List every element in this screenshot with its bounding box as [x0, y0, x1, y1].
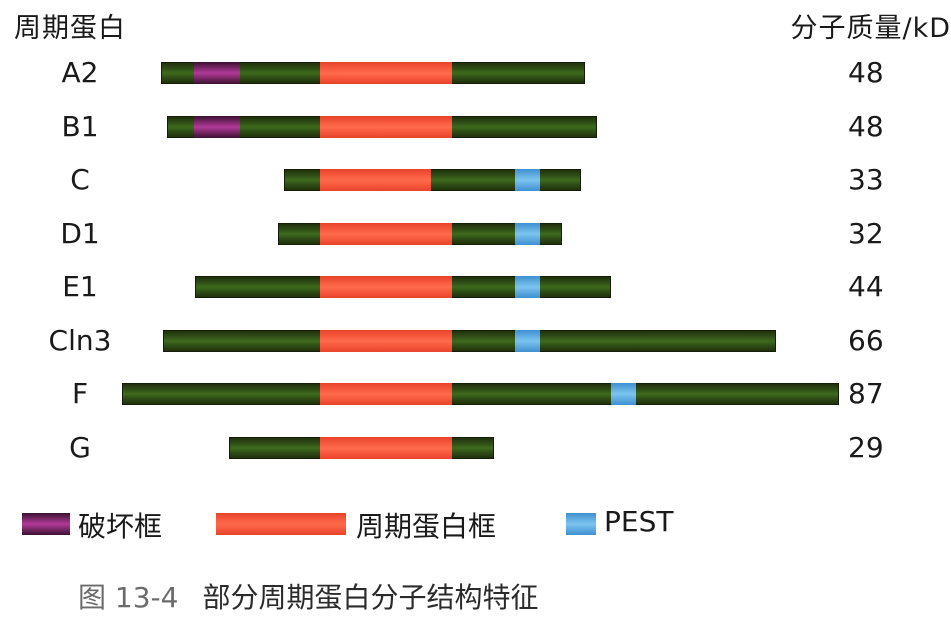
molecular-mass-g: 29 [848, 430, 884, 464]
figure-caption: 图 13-4 部分周期蛋白分子结构特征 [78, 576, 538, 616]
cyclin-box-cln3 [320, 329, 452, 352]
cyclin-bar-cln3 [163, 329, 776, 352]
cyclin-box-a2 [320, 62, 452, 84]
destruction-box-b1 [194, 115, 240, 138]
header-cyclin: 周期蛋白 [14, 13, 126, 44]
cyclin-name-g: G [69, 430, 91, 464]
legend-cyclin-swatch [216, 513, 346, 535]
legend-cyclin-label: 周期蛋白框 [356, 510, 497, 543]
molecular-mass-d1: 32 [848, 216, 884, 250]
pest-region-e1 [515, 276, 540, 298]
molecular-mass-c: 33 [848, 163, 884, 196]
cyclin-box-f [320, 383, 452, 405]
cyclin-box-c [320, 169, 431, 191]
cyclin-name-e1: E1 [62, 270, 98, 303]
molecular-mass-f: 87 [848, 377, 884, 410]
cyclin-box-e1 [320, 276, 452, 298]
legend-pest-label: PEST [604, 505, 674, 538]
molecular-mass-cln3: 66 [848, 323, 884, 357]
pest-region-d1 [515, 222, 540, 245]
cyclin-name-b1: B1 [61, 109, 99, 143]
cyclin-box-g [320, 436, 452, 459]
cyclin-name-a2: A2 [61, 56, 99, 89]
legend-destruction-label: 破坏框 [78, 510, 163, 543]
pest-region-c [515, 169, 540, 191]
cyclin-bar-f [122, 383, 839, 405]
cyclin-name-c: C [70, 163, 90, 196]
legend-pest-swatch [566, 513, 596, 535]
pest-region-f [611, 383, 636, 405]
figure-number: 图 13-4 [78, 581, 179, 614]
figure-title: 部分周期蛋白分子结构特征 [202, 581, 539, 614]
header-molecular-mass: 分子质量/kD [790, 13, 951, 44]
legend-destruction-swatch [22, 513, 70, 535]
cyclin-name-d1: D1 [60, 216, 100, 250]
cyclin-box-b1 [320, 115, 452, 138]
pest-region-cln3 [515, 329, 540, 352]
molecular-mass-a2: 48 [848, 56, 884, 89]
cyclin-box-d1 [320, 222, 452, 245]
destruction-box-a2 [194, 62, 240, 84]
cyclin-name-f: F [71, 377, 89, 410]
cyclin-name-cln3: Cln3 [48, 323, 112, 357]
molecular-mass-b1: 48 [848, 109, 884, 143]
molecular-mass-e1: 44 [848, 270, 884, 303]
